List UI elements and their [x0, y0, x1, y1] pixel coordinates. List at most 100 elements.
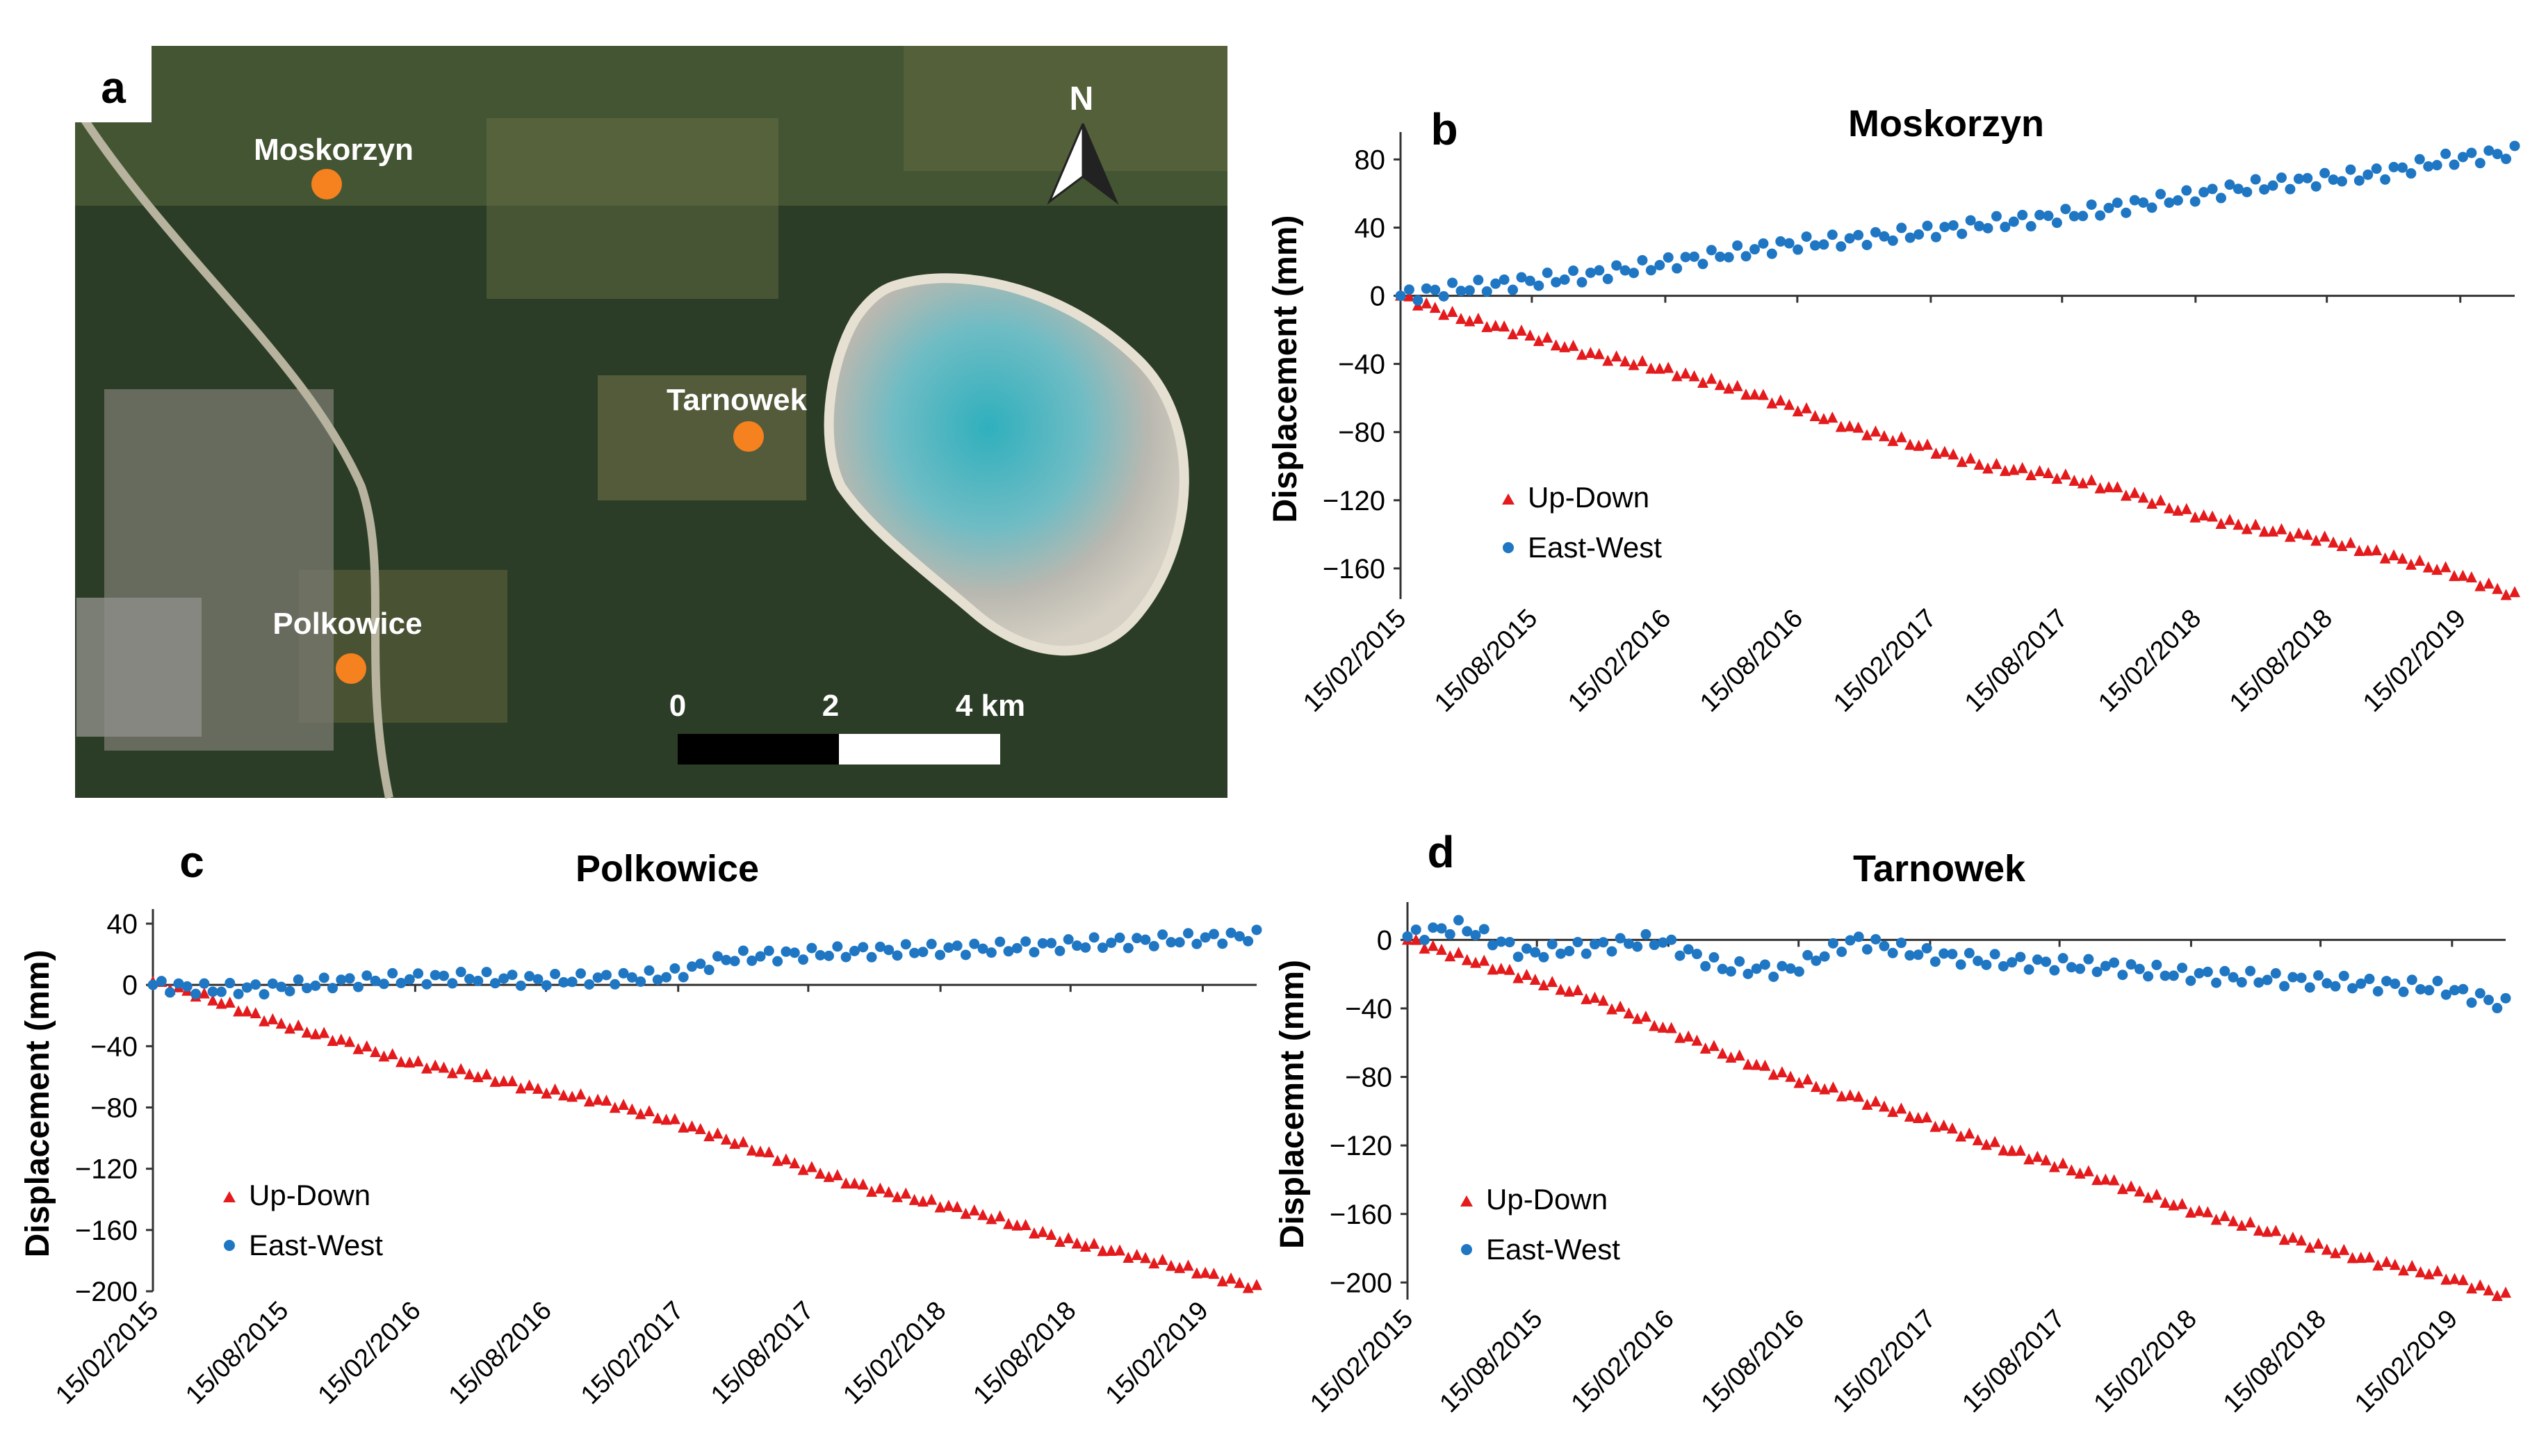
data-point-east-west — [687, 961, 698, 972]
data-point-up-down — [1895, 431, 1907, 443]
data-point-up-down — [430, 1059, 441, 1071]
data-point-east-west — [489, 978, 500, 989]
data-point-east-west — [2440, 989, 2451, 1000]
data-point-east-west — [1965, 215, 1976, 226]
y-tick-label: 0 — [1370, 281, 1385, 312]
data-point-east-west — [763, 945, 774, 956]
data-point-up-down — [1507, 328, 1519, 340]
data-point-up-down — [1999, 464, 2011, 476]
data-point-up-down — [1461, 954, 1473, 965]
data-point-east-west — [1740, 251, 1752, 262]
data-point-up-down — [2371, 544, 2383, 556]
data-point-east-west — [1063, 934, 1074, 945]
data-point-east-west — [1981, 959, 1992, 970]
data-point-up-down — [1645, 362, 1657, 374]
map-panel: a Moskorzyn Tarnowek Polkowice N 0 2 4 k… — [75, 46, 1227, 799]
data-point-east-west — [703, 965, 715, 976]
scale-label-4km: 4 km — [956, 689, 1025, 723]
data-point-east-west — [1629, 268, 1640, 279]
data-point-up-down — [1606, 1003, 1617, 1015]
data-point-up-down — [746, 1144, 758, 1156]
data-point-up-down — [309, 1028, 321, 1040]
data-point-east-west — [1473, 275, 1484, 286]
data-point-east-west — [378, 979, 389, 990]
data-point-up-down — [2270, 1225, 2282, 1236]
data-point-east-west — [2034, 209, 2046, 220]
data-point-east-west — [1140, 934, 1151, 945]
data-point-up-down — [566, 1090, 578, 1102]
data-point-up-down — [507, 1075, 519, 1087]
data-point-up-down — [455, 1063, 467, 1074]
data-point-east-west — [387, 967, 398, 979]
data-point-east-west — [1973, 956, 1984, 967]
data-point-east-west — [721, 954, 732, 965]
data-point-east-west — [644, 965, 655, 976]
data-point-up-down — [1663, 361, 1674, 373]
data-point-east-west — [1080, 942, 1091, 953]
data-point-east-west — [1939, 222, 1950, 233]
data-point-east-west — [2313, 970, 2324, 981]
data-point-east-west — [2500, 992, 2511, 1004]
data-point-up-down — [2276, 523, 2287, 534]
data-point-up-down — [1589, 991, 1601, 1003]
data-point-up-down — [2244, 1216, 2256, 1228]
data-point-east-west — [917, 947, 929, 958]
data-point-up-down — [2336, 539, 2348, 551]
data-point-east-west — [1827, 229, 1838, 240]
data-point-east-west — [2474, 158, 2486, 169]
data-point-east-west — [1845, 935, 1856, 946]
data-point-up-down — [2389, 1259, 2401, 1270]
data-point-east-west — [1811, 955, 1822, 966]
data-point-up-down — [1980, 1138, 1992, 1150]
panel-label-c: c — [179, 837, 204, 887]
data-point-up-down — [1533, 334, 1544, 346]
data-point-east-west — [1542, 268, 1553, 279]
data-point-up-down — [737, 1136, 749, 1147]
data-point-up-down — [1131, 1249, 1143, 1261]
data-point-east-west — [318, 972, 329, 983]
data-point-up-down — [1870, 425, 1882, 437]
data-point-east-west — [199, 978, 210, 989]
data-point-up-down — [1757, 388, 1769, 400]
data-point-up-down — [1922, 439, 1934, 450]
data-point-east-west — [1606, 946, 1617, 957]
data-point-up-down — [2423, 1268, 2435, 1279]
data-point-up-down — [678, 1121, 689, 1133]
place-marker-moskorzyn — [311, 169, 342, 199]
data-point-up-down — [1054, 1235, 1066, 1247]
legend: Up-Down East-West — [1502, 481, 1662, 564]
data-point-east-west — [601, 970, 612, 981]
data-point-east-west — [1088, 932, 1100, 943]
place-marker-tarnowek — [733, 421, 764, 452]
chart-moskorzyn: b Moskorzyn 80 40 0 −40 −80 −120 −160 Displacemen… — [1267, 103, 2520, 718]
data-point-east-west — [592, 972, 603, 983]
data-point-up-down — [2338, 1243, 2350, 1255]
data-point-up-down — [481, 1068, 493, 1080]
data-point-up-down — [1725, 1051, 1737, 1063]
data-point-up-down — [1555, 983, 1567, 995]
data-point-up-down — [2465, 571, 2477, 583]
data-point-east-west — [225, 978, 236, 989]
data-point-east-west — [2293, 173, 2304, 184]
data-point-east-west — [2267, 180, 2278, 191]
data-point-up-down — [1631, 1013, 1643, 1024]
data-point-east-west — [2440, 148, 2451, 159]
data-point-east-west — [481, 967, 492, 978]
data-point-up-down — [1550, 339, 1562, 351]
data-point-east-west — [1428, 922, 1439, 933]
x-tick-label: 15/02/2018 — [838, 1296, 952, 1410]
data-point-up-down — [857, 1178, 869, 1190]
data-point-up-down — [1972, 1134, 1984, 1145]
legend-marker-up-down — [1460, 1195, 1473, 1206]
data-point-east-west — [1243, 935, 1254, 947]
data-point-east-west — [2353, 175, 2365, 186]
data-point-east-west — [1559, 274, 1570, 285]
data-point-east-west — [2242, 186, 2253, 197]
x-tick-label: 15/02/2017 — [1827, 1304, 1941, 1418]
data-point-up-down — [2449, 570, 2460, 582]
data-point-up-down — [703, 1130, 715, 1142]
data-point-up-down — [1683, 1030, 1695, 1042]
data-point-up-down — [1003, 1218, 1015, 1229]
data-point-up-down — [1930, 447, 1942, 459]
data-point-up-down — [1490, 320, 1501, 332]
